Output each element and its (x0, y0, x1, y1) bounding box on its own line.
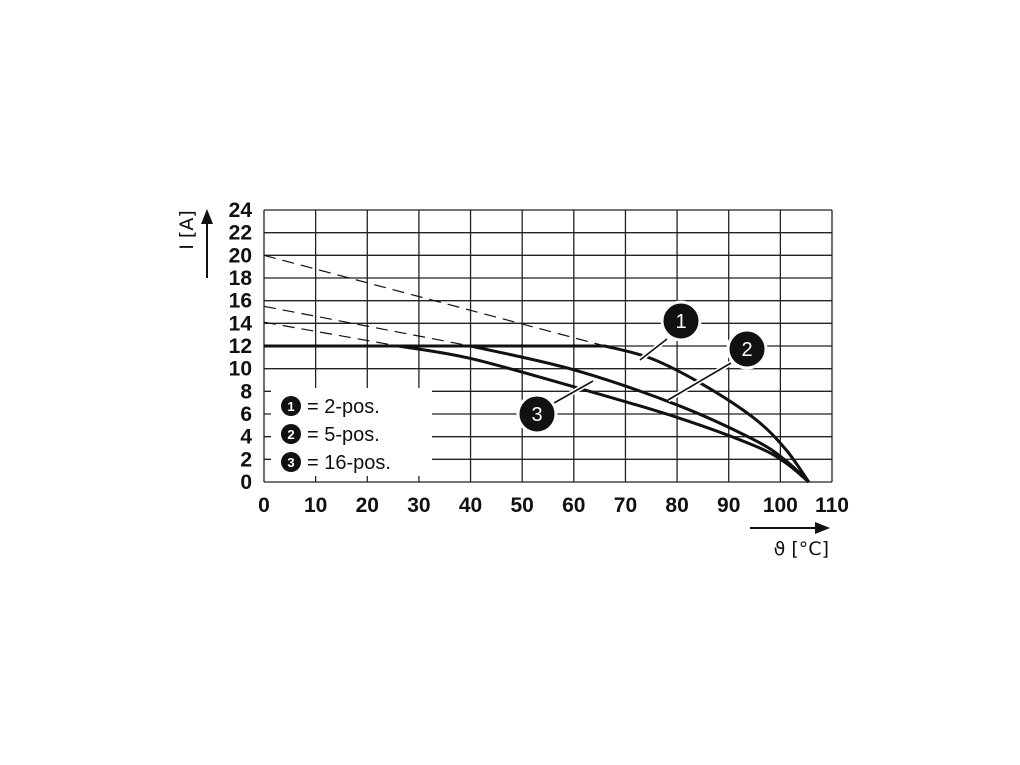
x-tick-label: 90 (717, 494, 740, 517)
legend-badge-number: 1 (287, 399, 294, 414)
callout-leader-3 (553, 380, 594, 404)
y-tick-label: 18 (229, 267, 253, 290)
legend-badge-2 (281, 424, 301, 444)
x-tick-label: 10 (304, 494, 327, 517)
x-axis-arrow-head (815, 522, 830, 534)
curve-series-2 (264, 344, 810, 484)
y-tick-label: 4 (240, 426, 252, 449)
callout-badge-3 (516, 393, 558, 435)
y-tick-label: 6 (240, 403, 252, 426)
x-axis-title-group: ϑ [°C] (750, 522, 830, 560)
series-callouts: 1 2 3 (516, 300, 768, 435)
grid (263, 209, 833, 483)
legend-badge-1 (281, 396, 301, 416)
legend-badge-number: 3 (287, 455, 294, 470)
extrapolation-line-3 (263, 321, 399, 347)
x-tick-label: 0 (258, 494, 270, 517)
y-tick-label: 14 (229, 312, 253, 335)
callout-badge-2 (726, 328, 768, 370)
callout-number: 2 (741, 339, 752, 361)
y-tick-label: 10 (229, 358, 252, 381)
x-tick-label: 100 (763, 494, 798, 517)
x-tick-label: 30 (407, 494, 430, 517)
callout-number: 3 (531, 404, 542, 426)
y-tick-label: 16 (229, 290, 252, 313)
extrapolation-line-2 (263, 305, 471, 347)
extrapolation-line-1 (263, 254, 605, 347)
legend: 1 = 2-pos. 2 = 5-pos. 3 = 16-pos. (271, 388, 432, 476)
legend-label-3: = 16-pos. (307, 452, 391, 474)
curve-series-3 (264, 344, 810, 484)
y-tick-label: 22 (229, 222, 252, 245)
y-tick-label: 0 (240, 471, 252, 494)
x-tick-label: 70 (614, 494, 637, 517)
y-axis-arrow-head (201, 209, 213, 224)
x-axis-title: ϑ [°C] (774, 538, 829, 560)
legend-label-1: = 2-pos. (307, 396, 380, 418)
legend-badge-3 (281, 452, 301, 472)
y-tick-label: 2 (240, 448, 252, 471)
y-tick-label: 12 (229, 335, 252, 358)
y-tick-label: 24 (229, 199, 253, 222)
x-tick-label: 80 (665, 494, 688, 517)
derating-curves (264, 344, 810, 484)
callout-number: 1 (675, 311, 686, 333)
x-tick-label: 60 (562, 494, 585, 517)
legend-badge-number: 2 (287, 427, 294, 442)
y-axis-title: I [A] (176, 210, 198, 249)
callout-leader-2 (667, 362, 732, 401)
x-tick-label: 40 (459, 494, 482, 517)
callout-badge-1 (660, 300, 702, 342)
x-tick-label: 50 (511, 494, 534, 517)
callout-leader-1 (639, 338, 668, 361)
x-axis-ticks: 0 10 20 30 40 50 60 70 80 90 100 110 (258, 494, 849, 517)
y-axis-title-group: I [A] (176, 209, 213, 278)
legend-label-2: = 5-pos. (307, 424, 380, 446)
x-tick-label: 110 (815, 494, 849, 517)
y-tick-label: 20 (229, 244, 252, 267)
curve-series-1 (264, 344, 810, 483)
x-tick-label: 20 (356, 494, 379, 517)
extrapolation-lines (263, 254, 605, 347)
y-tick-label: 8 (240, 380, 252, 403)
